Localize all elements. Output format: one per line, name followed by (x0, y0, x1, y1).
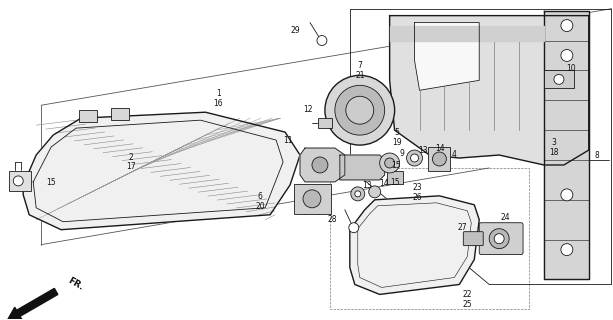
Text: 7: 7 (357, 61, 362, 70)
Text: 22: 22 (463, 290, 472, 299)
Text: 26: 26 (413, 193, 422, 202)
Text: 24: 24 (500, 213, 510, 222)
Circle shape (349, 223, 359, 233)
Circle shape (561, 20, 573, 32)
Text: 5: 5 (394, 128, 399, 137)
Circle shape (346, 96, 374, 124)
FancyBboxPatch shape (9, 171, 31, 191)
Text: 23: 23 (413, 183, 422, 192)
Text: 16: 16 (213, 99, 223, 108)
Text: 18: 18 (549, 148, 558, 156)
Polygon shape (23, 112, 300, 230)
Text: 27: 27 (457, 223, 467, 232)
Text: 9: 9 (399, 148, 404, 157)
Circle shape (432, 152, 446, 166)
Polygon shape (300, 148, 345, 182)
Polygon shape (544, 11, 588, 279)
Circle shape (561, 50, 573, 61)
Text: 6: 6 (257, 192, 262, 201)
Text: 13: 13 (419, 146, 428, 155)
Circle shape (351, 187, 365, 201)
Circle shape (406, 150, 422, 166)
Text: 28: 28 (327, 215, 337, 224)
FancyBboxPatch shape (294, 184, 331, 214)
Text: 4: 4 (452, 149, 457, 158)
Polygon shape (350, 196, 479, 294)
Text: 2: 2 (128, 153, 133, 162)
Text: 8: 8 (595, 150, 599, 160)
Text: 20: 20 (256, 202, 265, 211)
Circle shape (335, 85, 385, 135)
Text: FR.: FR. (66, 276, 85, 292)
Text: 15: 15 (391, 162, 400, 171)
Circle shape (554, 74, 564, 84)
FancyBboxPatch shape (463, 232, 483, 246)
Text: 11: 11 (283, 136, 293, 145)
FancyBboxPatch shape (79, 110, 97, 122)
Circle shape (494, 234, 504, 244)
FancyArrow shape (8, 288, 58, 319)
FancyBboxPatch shape (387, 172, 403, 184)
Circle shape (317, 36, 327, 45)
Circle shape (385, 158, 395, 168)
Polygon shape (340, 155, 385, 180)
Polygon shape (414, 23, 479, 90)
Text: 10: 10 (566, 64, 576, 73)
Text: 15: 15 (47, 179, 56, 188)
Circle shape (355, 191, 361, 197)
Circle shape (369, 186, 381, 198)
Circle shape (379, 153, 400, 173)
FancyBboxPatch shape (544, 70, 574, 88)
Text: 1: 1 (216, 89, 221, 98)
FancyBboxPatch shape (111, 108, 129, 120)
Circle shape (325, 76, 395, 145)
Polygon shape (390, 16, 588, 165)
Text: 19: 19 (392, 138, 402, 147)
FancyBboxPatch shape (318, 118, 332, 128)
FancyBboxPatch shape (428, 147, 451, 171)
Text: 3: 3 (552, 138, 557, 147)
Circle shape (312, 157, 328, 173)
Polygon shape (390, 26, 544, 41)
Text: 29: 29 (290, 26, 300, 35)
Circle shape (13, 176, 23, 186)
Text: 21: 21 (355, 71, 365, 80)
Circle shape (303, 190, 321, 208)
Circle shape (411, 154, 419, 162)
Circle shape (489, 229, 509, 249)
Circle shape (561, 244, 573, 256)
Text: 15: 15 (390, 179, 400, 188)
Text: 17: 17 (126, 163, 135, 172)
Text: 13: 13 (362, 181, 371, 190)
FancyBboxPatch shape (479, 223, 523, 255)
Circle shape (561, 189, 573, 201)
Text: 14: 14 (379, 180, 389, 188)
Text: 14: 14 (436, 144, 445, 153)
Text: 12: 12 (303, 105, 313, 114)
Text: 25: 25 (462, 300, 472, 309)
